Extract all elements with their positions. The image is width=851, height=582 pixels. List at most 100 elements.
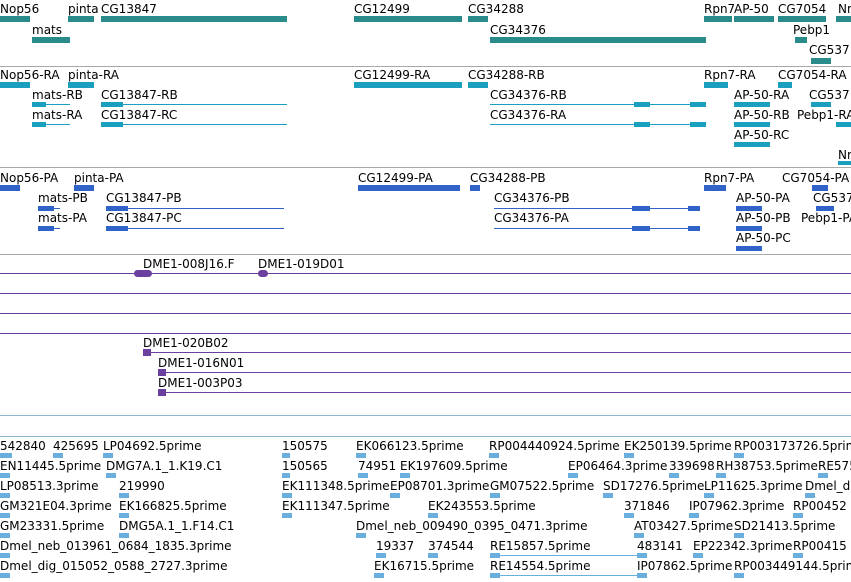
transcript-label[interactable]: Nop56-RA <box>0 68 60 82</box>
est-label[interactable]: EK197609.5prime <box>400 459 508 473</box>
est-feature[interactable] <box>693 553 703 558</box>
transcript-feature[interactable] <box>101 102 123 107</box>
est-label[interactable]: GM23331.5prime <box>0 519 105 533</box>
protein-label[interactable]: CG13847-PB <box>106 191 182 205</box>
est-label[interactable]: DMG7A.1_1.K19.C1 <box>106 459 223 473</box>
protein-label[interactable]: CG34376-PB <box>494 191 570 205</box>
transcript-feature[interactable] <box>836 122 851 127</box>
gene-label[interactable]: pinta <box>68 2 99 16</box>
protein-label[interactable]: CG34376-PA <box>494 211 569 225</box>
transcript-feature[interactable] <box>838 161 851 165</box>
est-label[interactable]: DMG5A.1_1.F14.C1 <box>119 519 235 533</box>
est-label[interactable]: AT03427.5prime <box>634 519 734 533</box>
clone-line[interactable] <box>0 273 851 274</box>
clone-line[interactable] <box>0 293 851 294</box>
est-feature[interactable] <box>356 533 366 538</box>
est-label[interactable]: 19337 <box>376 539 415 553</box>
transcript-feature[interactable] <box>634 122 650 127</box>
protein-label[interactable]: CG34288-PB <box>470 171 546 185</box>
protein-feature[interactable] <box>736 246 762 251</box>
est-feature[interactable] <box>634 533 644 538</box>
est-feature[interactable] <box>119 513 129 518</box>
est-label[interactable]: SD17276.5prime <box>603 479 705 493</box>
clone-label[interactable]: DME1-016N01 <box>158 356 245 370</box>
est-label[interactable]: Dmel_neb_013961_0684_1835.3prime <box>0 539 232 553</box>
protein-label[interactable]: mats-PB <box>38 191 88 205</box>
protein-label[interactable]: CG537 <box>813 191 851 205</box>
protein-label[interactable]: Pebp1-PA <box>801 211 851 225</box>
est-feature[interactable] <box>490 553 500 558</box>
est-label[interactable]: IP07862.5prime <box>637 559 733 573</box>
est-label[interactable]: EP22342.3prime <box>693 539 793 553</box>
protein-label[interactable]: mats-PA <box>38 211 88 225</box>
est-feature[interactable] <box>704 493 714 498</box>
protein-feature[interactable] <box>358 185 460 191</box>
protein-feature[interactable] <box>632 206 650 211</box>
est-feature[interactable] <box>376 553 386 558</box>
clone-line[interactable] <box>0 333 851 334</box>
gene-feature[interactable] <box>704 16 732 22</box>
est-label[interactable]: EK111347.5prime <box>282 499 390 513</box>
protein-feature[interactable] <box>632 226 650 231</box>
protein-feature[interactable] <box>816 206 834 211</box>
est-label[interactable]: 483141 <box>637 539 683 553</box>
transcript-feature[interactable] <box>634 102 650 107</box>
est-feature[interactable] <box>818 473 828 478</box>
est-feature[interactable] <box>282 493 292 498</box>
est-feature[interactable] <box>106 473 116 478</box>
gene-feature[interactable] <box>795 37 807 43</box>
protein-feature[interactable] <box>106 226 128 231</box>
transcript-label[interactable]: AP-50-RC <box>734 128 790 142</box>
est-feature[interactable] <box>119 493 129 498</box>
protein-label[interactable]: CG12499-PA <box>358 171 433 185</box>
protein-feature[interactable] <box>38 206 54 211</box>
est-feature[interactable] <box>0 493 10 498</box>
transcript-label[interactable]: CG537 <box>809 88 850 102</box>
est-feature[interactable] <box>490 493 500 498</box>
transcript-label[interactable]: mats-RB <box>32 88 83 102</box>
transcript-label[interactable]: CG13847-RC <box>101 108 178 122</box>
est-feature[interactable] <box>734 533 744 538</box>
est-label[interactable]: EK066123.5prime <box>356 439 464 453</box>
gene-feature[interactable] <box>32 37 70 43</box>
gene-label[interactable]: CG7054 <box>778 2 827 16</box>
transcript-feature[interactable] <box>690 122 706 127</box>
transcript-label[interactable]: AP-50-RB <box>734 108 790 122</box>
protein-feature[interactable] <box>74 185 94 191</box>
est-feature[interactable] <box>428 513 438 518</box>
est-label[interactable]: LP08513.3prime <box>0 479 99 493</box>
est-label[interactable]: GM321E04.3prime <box>0 499 112 513</box>
transcript-feature[interactable] <box>101 122 123 127</box>
est-feature[interactable] <box>489 453 499 458</box>
transcript-label[interactable]: CG34376-RB <box>490 88 567 102</box>
protein-feature[interactable] <box>812 185 828 191</box>
protein-label[interactable]: CG7054-PA <box>782 171 850 185</box>
protein-feature[interactable] <box>38 226 54 231</box>
transcript-label[interactable]: AP-50-RA <box>734 88 790 102</box>
transcript-feature[interactable] <box>68 82 94 88</box>
est-feature[interactable] <box>624 453 634 458</box>
est-feature[interactable] <box>0 453 12 458</box>
gene-feature[interactable] <box>101 16 287 22</box>
protein-feature[interactable] <box>0 185 20 191</box>
est-feature[interactable] <box>400 473 410 478</box>
transcript-feature[interactable] <box>32 122 46 127</box>
est-label[interactable]: 425695 <box>53 439 99 453</box>
est-feature[interactable] <box>793 553 803 558</box>
est-label[interactable]: RP003173726.5prime <box>734 439 851 453</box>
est-feature[interactable] <box>0 533 10 538</box>
est-feature[interactable] <box>0 573 10 578</box>
transcript-feature[interactable] <box>0 82 30 88</box>
est-label[interactable]: 339698 <box>669 459 715 473</box>
protein-feature[interactable] <box>736 226 762 231</box>
est-label[interactable]: Dmel_neb_009490_0395_0471.3prime <box>356 519 588 533</box>
est-label[interactable]: EK250139.5prime <box>624 439 732 453</box>
transcript-label[interactable]: pinta-RA <box>68 68 120 82</box>
est-label[interactable]: 150565 <box>282 459 328 473</box>
protein-label[interactable]: Nop56-PA <box>0 171 59 185</box>
transcript-feature[interactable] <box>734 142 770 147</box>
est-feature[interactable] <box>103 453 113 458</box>
est-feature[interactable] <box>716 473 726 478</box>
clone-end[interactable] <box>258 270 268 277</box>
est-label[interactable]: RE15857.5prime <box>490 539 591 553</box>
